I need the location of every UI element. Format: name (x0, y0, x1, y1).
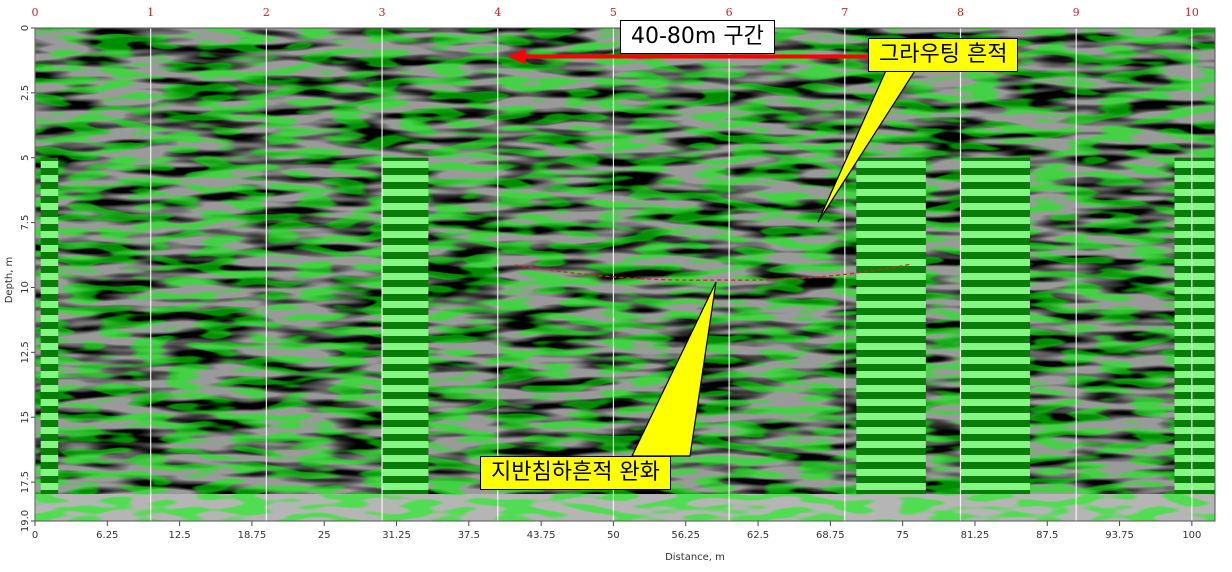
subsidence-contour (514, 263, 913, 281)
x-tick-label-8: 50 (607, 530, 620, 541)
marker-label-8: 8 (957, 6, 964, 19)
y-tick-label-8: 19.0 (20, 510, 31, 532)
anomaly-zone-4 (1174, 157, 1215, 494)
marker-label-1: 1 (147, 6, 154, 19)
y-tick-label-6: 15 (20, 411, 31, 424)
anomaly-zone-tint-3 (960, 157, 1030, 494)
x-tick-label-7: 43.75 (527, 530, 556, 541)
anomaly-zone-tint-4 (1174, 157, 1215, 494)
anomaly-zone-0 (40, 157, 59, 494)
x-tick-label-3: 18.75 (238, 530, 267, 541)
section-arrow-head (507, 48, 526, 65)
x-tick-label-9: 56.25 (671, 530, 700, 541)
y-tick-label-1: 2.5 (20, 85, 31, 101)
x-tick-label-10: 62.5 (747, 530, 769, 541)
marker-label-2: 2 (263, 6, 270, 19)
marker-label-9: 9 (1073, 6, 1080, 19)
anomaly-zone-1 (382, 157, 429, 494)
y-tick-label-0: 0 (20, 25, 31, 31)
anomaly-zone-tint-1 (382, 157, 429, 494)
x-tick-label-4: 25 (318, 530, 331, 541)
subsidence-relief-callout: 지반침하흔적 완화 (480, 456, 671, 490)
x-tick-label-6: 37.5 (458, 530, 480, 541)
y-tick-label-3: 7.5 (20, 215, 31, 231)
grouting-trace-callout: 그라우팅 흔적 (868, 38, 1019, 72)
y-tick-label-5: 12.5 (20, 341, 31, 363)
x-tick-label-0: 0 (32, 530, 38, 541)
x-tick-label-11: 68.75 (816, 530, 845, 541)
y-tick-label-4: 10 (20, 281, 31, 294)
anomaly-zone-tint-0 (40, 157, 59, 494)
x-tick-label-14: 87.5 (1036, 530, 1058, 541)
x-tick-label-16: 100 (1182, 530, 1201, 541)
y-axis-label: Depth, m (4, 257, 15, 304)
anomaly-zone-2 (856, 157, 926, 494)
y-tick-label-2: 5 (20, 155, 31, 161)
y-tick-label-7: 17.5 (20, 471, 31, 493)
x-tick-label-1: 6.25 (96, 530, 118, 541)
marker-label-0: 0 (32, 6, 39, 19)
marker-label-7: 7 (841, 6, 848, 19)
marker-label-4: 4 (494, 6, 501, 19)
anomaly-zone-tint-2 (856, 157, 926, 494)
section-range-label: 40-80m 구간 (620, 20, 775, 54)
x-tick-label-5: 31.25 (382, 530, 411, 541)
marker-label-3: 3 (379, 6, 386, 19)
marker-label-10: 10 (1185, 6, 1199, 19)
x-tick-label-13: 81.25 (961, 530, 990, 541)
anomaly-speckle (35, 28, 1215, 521)
x-axis-label: Distance, m (665, 552, 725, 563)
x-tick-label-15: 93.75 (1105, 530, 1134, 541)
x-tick-label-2: 12.5 (168, 530, 190, 541)
anomaly-zone-3 (960, 157, 1030, 494)
marker-label-5: 5 (610, 6, 617, 19)
marker-label-6: 6 (726, 6, 733, 19)
x-tick-label-12: 75 (896, 530, 909, 541)
